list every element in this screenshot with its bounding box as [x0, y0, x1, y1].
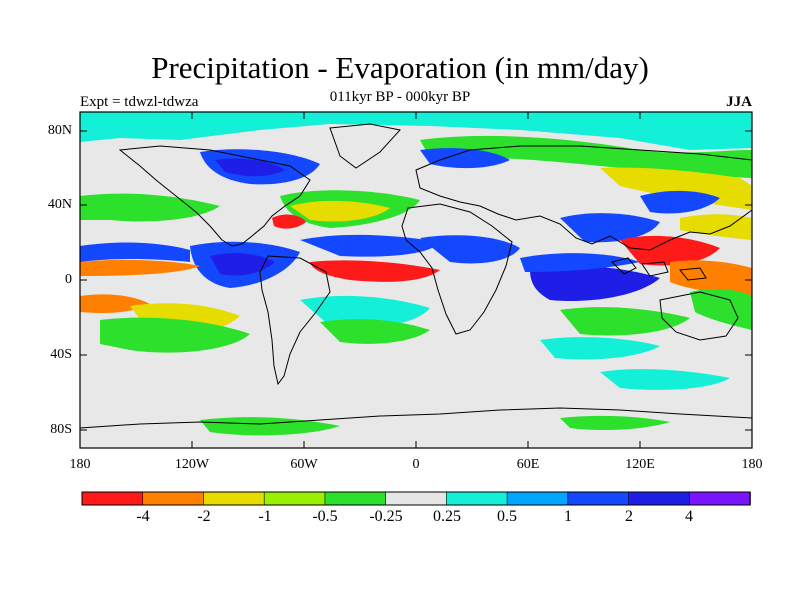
field-south-atlantic-cyan: [300, 295, 430, 328]
lon-label-60w: 60W: [290, 457, 318, 472]
coastline-north-america: [118, 145, 311, 247]
field-atlantic-itcz-blue: [300, 234, 440, 257]
field-pacific-west-green: [80, 193, 220, 222]
colorbar-swatch: [567, 491, 630, 506]
colorbar-swatch: [628, 491, 691, 506]
colorbar-swatch: [688, 491, 751, 506]
field-south-asia-blue: [560, 213, 660, 243]
colorbar-label: -1: [258, 508, 272, 525]
colorbar-swatch: [203, 491, 265, 506]
field-us-east-red: [272, 214, 306, 229]
coastline-eurasia: [415, 145, 752, 251]
plot-subtitle: 011kyr BP - 000kyr BP: [329, 89, 471, 105]
colorbar-swatch: [506, 491, 569, 506]
colorbar-border: [81, 491, 751, 506]
field-equatorial-navy-west: [80, 242, 190, 262]
field-west-pacific-yellow: [680, 214, 752, 240]
lon-label-0: 0: [412, 457, 420, 472]
lat-label-0: 0: [65, 272, 72, 287]
colorbar-swatch: [446, 491, 508, 506]
plot-title: Precipitation - Evaporation (in mm/day): [151, 50, 649, 85]
coastline-maritime-continent: [611, 257, 707, 281]
lon-label-120e: 120E: [625, 457, 655, 472]
lat-label-40s: 40S: [50, 347, 72, 362]
field-south-indian-cyan: [540, 337, 660, 360]
colorbar-swatch: [142, 491, 205, 506]
field-south-atlantic-green: [320, 319, 430, 344]
colorbar-swatch: [324, 491, 387, 506]
coastline-australia: [659, 291, 739, 341]
season-label: JJA: [726, 94, 752, 110]
colorbar-label: 1: [564, 508, 572, 525]
lon-label-120w: 120W: [174, 457, 210, 472]
lat-label-80n: 80N: [47, 123, 72, 138]
field-indian-ocean-blue: [520, 253, 640, 272]
lon-label-60e: 60E: [516, 457, 540, 472]
colorbar-swatch: [81, 491, 144, 506]
field-equatorial-orange: [80, 259, 200, 276]
lon-label-180w: 180: [69, 457, 91, 472]
field-atlantic-itcz-red: [310, 260, 440, 282]
colorbar-label: 4: [685, 508, 693, 525]
colorbar-label: -0.25: [369, 508, 403, 525]
experiment-label: Expt = tdwzl-tdwza: [80, 94, 199, 110]
field-south-indian-green: [560, 307, 690, 336]
coastlines: [80, 123, 752, 429]
colorbar-label: -4: [136, 508, 150, 525]
coastline-africa: [401, 203, 513, 335]
colorbar-label: 0.25: [433, 508, 461, 525]
map-ticks: [80, 112, 752, 448]
lon-label-180e: 180: [741, 457, 763, 472]
lat-label-40n: 40N: [47, 197, 72, 212]
lat-label-80s: 80S: [50, 422, 72, 437]
colorbar: [81, 491, 751, 506]
field-indian-ocean-navy: [530, 265, 660, 302]
field-south-ocean-cyan: [600, 369, 730, 390]
coastline-south-america: [259, 255, 331, 386]
field-west-pacific-blue: [640, 190, 720, 214]
field-tropical-pacific-navy: [210, 253, 275, 276]
field-antarctic-green: [200, 417, 340, 436]
field-antarctic-green-east: [560, 415, 670, 430]
map-field: [80, 112, 752, 448]
field-polar-north-cyan: [80, 112, 752, 150]
field-polar-north-green: [420, 135, 752, 178]
colorbar-swatch: [385, 491, 448, 506]
field-north-america-navy: [215, 158, 285, 177]
colorbar-swatch: [263, 491, 326, 506]
colorbar-label: 2: [625, 508, 633, 525]
field-south-pacific-green: [100, 317, 250, 353]
field-maritime-red: [620, 235, 720, 266]
colorbar-label: 0.5: [497, 508, 517, 525]
coastline-greenland: [329, 123, 401, 169]
field-atlantic-yellow: [290, 200, 390, 222]
field-africa-blue: [420, 235, 520, 264]
field-greenland-blue: [420, 148, 510, 169]
colorbar-label: -2: [197, 508, 211, 525]
coastline-antarctica: [80, 407, 752, 429]
colorbar-label: -0.5: [312, 508, 338, 525]
